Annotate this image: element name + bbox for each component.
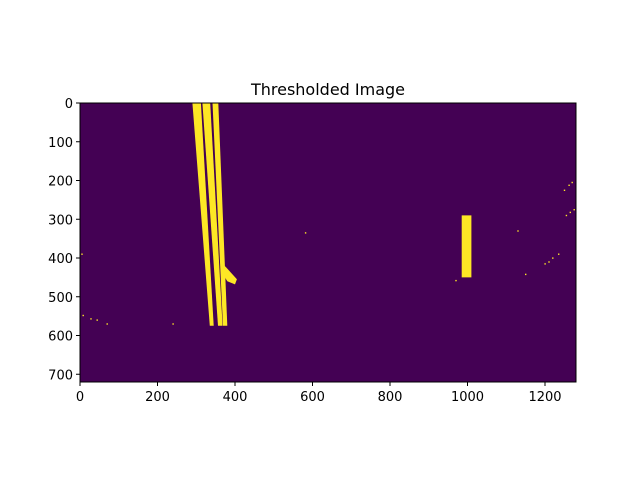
y-tick-label: 0 — [65, 97, 73, 112]
noise-point — [569, 211, 571, 214]
noise-point — [96, 319, 98, 321]
noise-point — [544, 263, 546, 265]
noise-point — [172, 323, 174, 325]
x-tick-label: 200 — [145, 390, 170, 405]
y-axis: 0 100 200 300 400 500 600 700 — [48, 97, 80, 383]
x-tick-label: 1200 — [528, 390, 561, 405]
y-tick-label: 600 — [48, 330, 73, 345]
plot-area — [79, 102, 577, 383]
y-tick-label: 300 — [48, 213, 73, 228]
chart-title: Thresholded Image — [250, 80, 405, 99]
noise-point — [548, 261, 550, 263]
y-tick-label: 500 — [48, 291, 73, 306]
noise-point — [525, 273, 527, 276]
x-tick-label: 400 — [223, 390, 248, 405]
left-lane-line-1 — [192, 103, 214, 326]
x-tick-label: 0 — [76, 390, 84, 405]
noise-point — [573, 209, 575, 211]
noise-point — [568, 184, 570, 186]
noise-points — [81, 181, 575, 325]
axes-frame — [79, 102, 577, 383]
noise-point — [82, 314, 84, 317]
thresholded-regions — [192, 103, 472, 326]
noise-point — [304, 232, 307, 234]
y-tick-label: 100 — [48, 136, 73, 151]
noise-point — [558, 253, 560, 255]
x-tick-label: 800 — [378, 390, 403, 405]
left-lane-blob — [222, 263, 237, 285]
x-tick-label: 1000 — [451, 390, 484, 405]
noise-point — [563, 189, 566, 191]
noise-point — [106, 323, 108, 325]
left-lane-line-2 — [202, 103, 223, 326]
noise-point — [90, 318, 92, 320]
noise-point — [571, 181, 573, 184]
noise-point — [565, 214, 568, 217]
noise-point — [455, 279, 457, 282]
noise-point — [552, 257, 554, 259]
x-axis: 0 200 400 600 800 1000 1200 — [76, 382, 562, 405]
noise-point — [81, 253, 83, 255]
noise-point — [517, 230, 519, 232]
y-tick-label: 200 — [48, 175, 73, 190]
right-lane-segment — [461, 215, 472, 278]
x-tick-label: 600 — [300, 390, 325, 405]
image-background — [80, 103, 576, 382]
y-tick-label: 400 — [48, 252, 73, 267]
y-tick-label: 700 — [48, 368, 73, 383]
